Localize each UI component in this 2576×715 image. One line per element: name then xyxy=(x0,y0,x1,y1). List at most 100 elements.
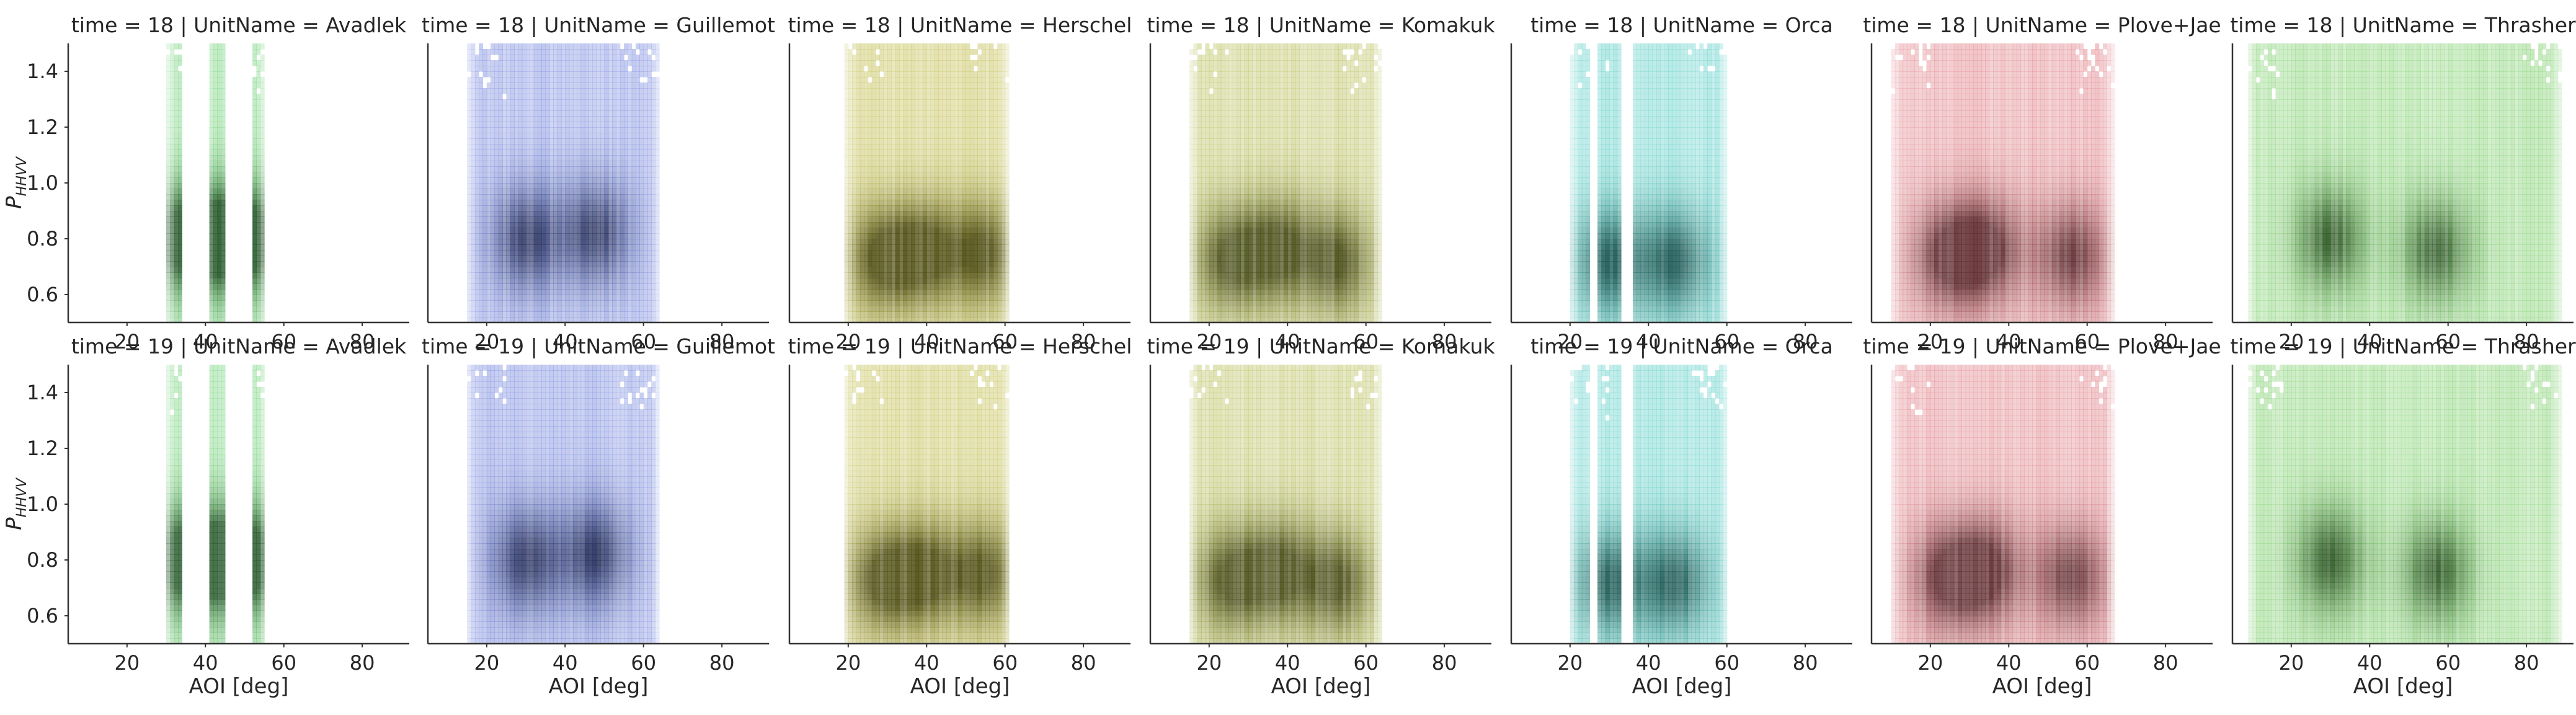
heatmap-cell xyxy=(993,94,998,100)
heatmap-cell xyxy=(946,295,951,301)
heatmap-cell xyxy=(864,306,868,312)
heatmap-cell xyxy=(467,228,472,234)
heatmap-cell xyxy=(631,205,636,211)
heatmap-cell xyxy=(213,194,218,200)
heatmap-cell xyxy=(946,228,951,234)
heatmap-cell xyxy=(502,177,507,184)
heatmap-cell xyxy=(608,110,613,117)
heatmap-cell xyxy=(957,194,962,200)
heatmap-cell xyxy=(977,43,982,50)
heatmap-cell xyxy=(876,155,880,161)
heatmap-cell xyxy=(636,99,640,105)
heatmap-cell xyxy=(213,317,218,322)
heatmap-cell xyxy=(502,205,507,211)
heatmap-cell xyxy=(655,189,660,195)
heatmap-cell xyxy=(209,43,214,50)
heatmap-cell xyxy=(907,311,912,318)
heatmap-cell xyxy=(848,99,853,105)
heatmap-cell xyxy=(502,311,507,318)
heatmap-cell xyxy=(494,177,499,184)
heatmap-cell xyxy=(608,228,613,234)
heatmap-cell xyxy=(1001,311,1006,318)
heatmap-cell xyxy=(538,233,542,239)
heatmap-cell xyxy=(620,155,624,161)
heatmap-cell xyxy=(899,300,904,306)
heatmap-cell xyxy=(213,82,218,89)
heatmap-cell xyxy=(903,122,908,128)
heatmap-cell xyxy=(930,116,935,122)
heatmap-cell xyxy=(903,222,908,228)
heatmap-cell xyxy=(612,43,616,50)
heatmap-cell xyxy=(600,110,605,117)
heatmap-cell xyxy=(502,278,507,284)
heatmap-cell xyxy=(174,110,179,117)
heatmap-cell xyxy=(526,216,530,223)
heatmap-cell xyxy=(624,211,628,217)
heatmap-cell xyxy=(502,194,507,200)
heatmap-cell xyxy=(899,43,904,50)
heatmap-cell xyxy=(600,283,605,290)
heatmap-cell xyxy=(879,183,884,189)
heatmap-cell xyxy=(852,289,856,295)
heatmap-cell xyxy=(631,255,636,262)
heatmap-cell xyxy=(217,216,222,223)
heatmap-cell xyxy=(553,205,558,211)
heatmap-cell xyxy=(859,261,864,267)
heatmap-cell xyxy=(903,211,908,217)
heatmap-cell xyxy=(530,228,535,234)
heatmap-cell xyxy=(876,183,880,189)
heatmap-cell xyxy=(957,233,962,239)
heatmap-cell xyxy=(911,155,915,161)
heatmap-cell xyxy=(887,99,892,105)
heatmap-cell xyxy=(584,94,589,100)
heatmap-cell xyxy=(655,55,660,61)
heatmap-cell xyxy=(549,116,554,122)
heatmap-cell xyxy=(217,133,222,139)
heatmap-cell xyxy=(974,127,978,133)
heatmap-cell xyxy=(170,222,175,228)
heatmap-cell xyxy=(876,228,880,234)
heatmap-cell xyxy=(997,161,1002,167)
heatmap-cell xyxy=(871,110,876,117)
heatmap-cell xyxy=(557,205,562,211)
heatmap-cell xyxy=(859,250,864,256)
heatmap-cell xyxy=(879,49,884,55)
heatmap-cell xyxy=(997,295,1002,301)
heatmap-cell xyxy=(926,216,931,223)
heatmap-cell xyxy=(474,228,479,234)
heatmap-cell xyxy=(985,205,990,211)
heatmap-cell xyxy=(639,55,644,61)
heatmap-cell xyxy=(966,250,970,256)
heatmap-cell xyxy=(989,49,994,55)
heatmap-cell xyxy=(213,289,218,295)
heatmap-cell xyxy=(486,127,491,133)
heatmap-cell xyxy=(506,177,511,184)
heatmap-cell xyxy=(907,216,912,223)
heatmap-cell xyxy=(494,283,499,290)
heatmap-cell xyxy=(655,216,660,223)
heatmap-cell xyxy=(561,122,566,128)
heatmap-cell xyxy=(510,161,515,167)
heatmap-cell xyxy=(981,205,986,211)
heatmap-cell xyxy=(918,200,923,206)
heatmap-cell xyxy=(553,49,558,55)
heatmap-cell xyxy=(954,216,959,223)
heatmap-cell xyxy=(852,222,856,228)
heatmap-cell xyxy=(647,216,652,223)
heatmap-cell xyxy=(938,166,943,172)
heatmap-cell xyxy=(868,289,873,295)
heatmap-cell xyxy=(631,155,636,161)
heatmap-cell xyxy=(545,189,550,195)
heatmap-cell xyxy=(946,110,951,117)
heatmap-cell xyxy=(934,149,939,156)
heatmap-cell xyxy=(604,77,609,83)
heatmap-cell xyxy=(565,272,570,278)
heatmap-cell xyxy=(221,317,226,322)
heatmap-cell xyxy=(848,144,853,150)
heatmap-cell xyxy=(569,122,574,128)
heatmap-cell xyxy=(942,311,947,318)
heatmap-cell xyxy=(174,244,179,251)
heatmap-cell xyxy=(491,239,495,245)
heatmap-cell xyxy=(260,110,265,117)
heatmap-cell xyxy=(178,105,182,111)
